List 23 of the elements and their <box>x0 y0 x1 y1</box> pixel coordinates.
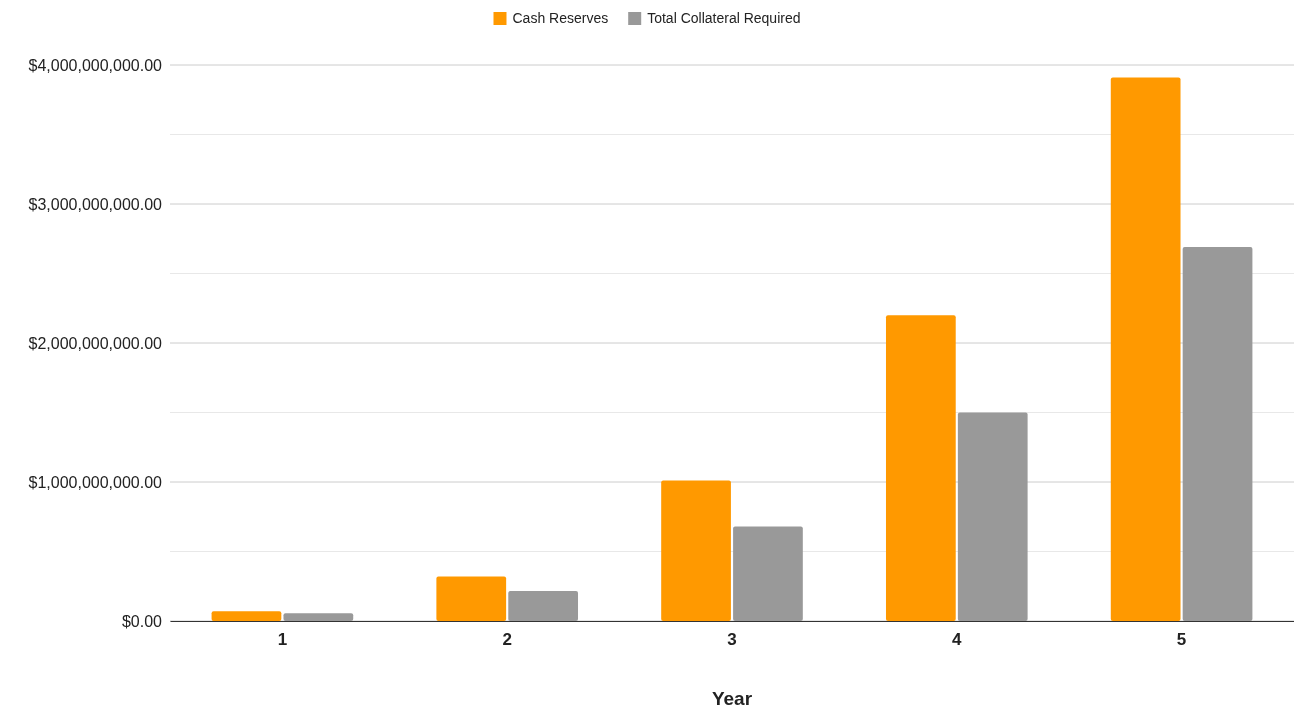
y-tick-label: $3,000,000,000.00 <box>28 195 163 213</box>
bar <box>733 526 803 621</box>
x-tick-label: 4 <box>952 630 963 650</box>
y-tick-label: $2,000,000,000.00 <box>28 334 163 352</box>
x-tick-label: 1 <box>277 630 288 650</box>
x-axis-title: Year <box>711 688 753 708</box>
legend-label: Cash Reserves <box>512 10 609 26</box>
x-tick-label: 2 <box>502 630 512 650</box>
bar <box>661 480 731 621</box>
bar <box>508 591 579 621</box>
y-tick-label: $0.00 <box>121 612 163 630</box>
bar <box>211 611 282 621</box>
legend-label: Total Collateral Required <box>647 10 801 26</box>
x-tick-label: 3 <box>727 630 737 650</box>
y-tick-label: $1,000,000,000.00 <box>28 473 163 491</box>
bar <box>1182 247 1253 621</box>
bar <box>957 412 1028 621</box>
y-tick-label: $4,000,000,000.00 <box>28 56 163 74</box>
bar <box>283 613 354 621</box>
bar <box>1110 77 1181 621</box>
bar <box>885 315 956 621</box>
x-tick-label: 5 <box>1176 630 1187 650</box>
bar <box>436 576 507 621</box>
